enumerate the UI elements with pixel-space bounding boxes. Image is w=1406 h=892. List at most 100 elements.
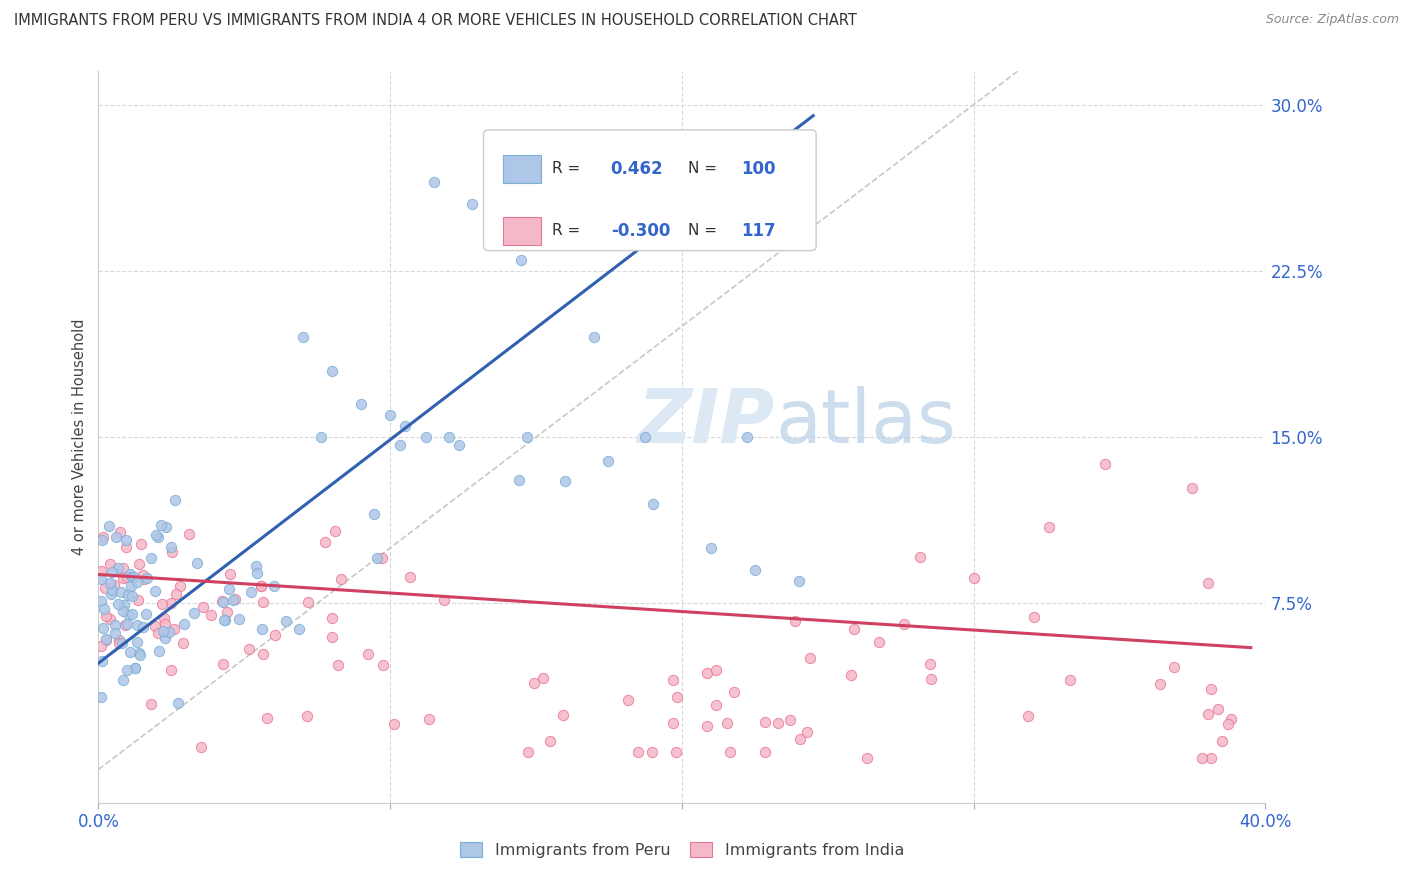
Point — [508, 473, 530, 487]
Point — [104, 626, 127, 640]
Point — [135, 571, 157, 585]
Point — [517, 745, 540, 759]
Point — [111, 673, 134, 688]
Point — [856, 751, 879, 765]
Point — [127, 575, 149, 590]
Point — [153, 610, 176, 624]
Point — [839, 667, 862, 681]
Point — [200, 608, 222, 623]
Point — [371, 550, 394, 565]
Point — [115, 663, 138, 677]
Point — [115, 533, 138, 548]
Text: R =: R = — [553, 161, 581, 176]
Point — [132, 572, 155, 586]
Point — [363, 508, 385, 522]
Point — [121, 607, 143, 621]
Point — [90, 564, 112, 578]
Point — [94, 632, 117, 646]
Point — [744, 563, 766, 577]
Point — [963, 571, 986, 585]
Point — [252, 595, 274, 609]
Point — [920, 657, 942, 671]
Point — [696, 719, 718, 733]
Legend: Immigrants from Peru, Immigrants from India: Immigrants from Peru, Immigrants from In… — [453, 836, 911, 864]
Point — [662, 716, 685, 731]
Point — [538, 733, 561, 747]
Point — [700, 541, 723, 555]
Point — [90, 690, 112, 704]
Text: IMMIGRANTS FROM PERU VS IMMIGRANTS FROM INDIA 4 OR MORE VEHICLES IN HOUSEHOLD CO: IMMIGRANTS FROM PERU VS IMMIGRANTS FROM … — [14, 13, 856, 29]
Point — [263, 628, 285, 642]
Point — [128, 558, 150, 572]
Point — [1181, 481, 1204, 495]
Point — [90, 639, 112, 653]
Point — [250, 579, 273, 593]
Point — [222, 593, 245, 607]
Point — [186, 556, 208, 570]
Point — [437, 430, 460, 444]
Point — [150, 597, 173, 611]
Point — [139, 697, 162, 711]
Point — [779, 713, 801, 727]
Point — [510, 252, 533, 267]
Point — [868, 634, 890, 648]
Point — [288, 622, 311, 636]
Point — [796, 724, 818, 739]
Point — [128, 646, 150, 660]
Point — [173, 616, 195, 631]
Point — [118, 567, 141, 582]
Point — [389, 438, 412, 452]
Point — [1216, 716, 1239, 731]
Point — [129, 648, 152, 662]
Point — [1038, 520, 1060, 534]
Point — [152, 624, 174, 638]
Y-axis label: 4 or more Vehicles in Household: 4 or more Vehicles in Household — [72, 318, 87, 556]
Point — [117, 570, 139, 584]
Point — [127, 634, 149, 648]
Point — [172, 636, 194, 650]
Point — [1206, 702, 1229, 716]
Point — [159, 663, 181, 677]
Point — [1094, 457, 1116, 471]
Point — [326, 657, 349, 672]
Point — [787, 574, 810, 589]
Point — [704, 663, 727, 677]
Point — [357, 647, 380, 661]
Point — [461, 197, 484, 211]
Point — [103, 578, 125, 592]
Point — [1197, 707, 1219, 722]
Point — [291, 330, 314, 344]
Point — [101, 582, 124, 597]
Point — [121, 589, 143, 603]
Point — [120, 645, 142, 659]
Point — [91, 533, 114, 547]
Point — [110, 524, 132, 539]
Point — [554, 475, 576, 489]
Point — [211, 595, 233, 609]
Point — [118, 607, 141, 622]
Point — [1199, 751, 1222, 765]
Text: R =: R = — [553, 223, 581, 238]
Point — [165, 586, 187, 600]
Point — [155, 520, 177, 534]
Text: -0.300: -0.300 — [610, 222, 671, 240]
FancyBboxPatch shape — [503, 217, 541, 244]
Point — [214, 613, 236, 627]
FancyBboxPatch shape — [503, 154, 541, 183]
Point — [641, 745, 664, 759]
Point — [215, 605, 238, 619]
Point — [160, 595, 183, 609]
Point — [531, 672, 554, 686]
Point — [190, 740, 212, 755]
Point — [583, 330, 606, 344]
Point — [127, 617, 149, 632]
Point — [218, 582, 240, 596]
Point — [1149, 677, 1171, 691]
Point — [398, 570, 420, 584]
Point — [627, 745, 650, 759]
Point — [1191, 751, 1213, 765]
Point — [1017, 709, 1039, 723]
Point — [415, 430, 437, 444]
Point — [114, 618, 136, 632]
Point — [661, 673, 683, 688]
